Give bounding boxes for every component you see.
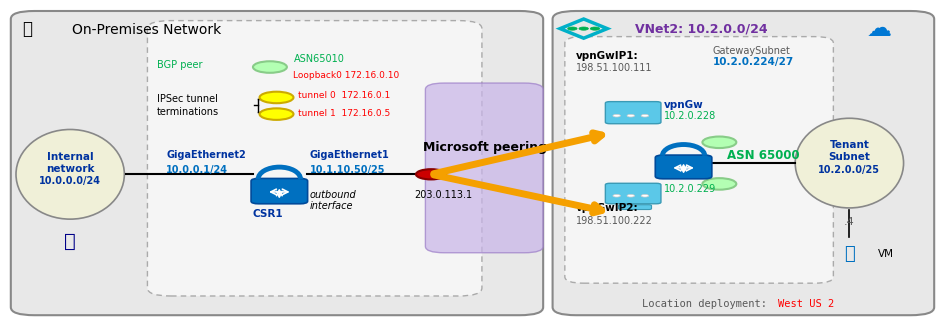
Text: Microsoft peering: Microsoft peering [422,141,547,154]
Circle shape [613,114,620,117]
Circle shape [627,194,633,197]
FancyBboxPatch shape [552,11,934,315]
Circle shape [627,114,633,117]
Circle shape [260,92,294,103]
FancyBboxPatch shape [618,205,650,210]
Text: 🏢: 🏢 [22,20,32,37]
Text: Loopback0 172.16.0.10: Loopback0 172.16.0.10 [294,70,399,79]
Text: .4: .4 [843,217,854,227]
Text: 🖥: 🖥 [64,232,76,251]
Text: tunnel 0  172.16.0.1: tunnel 0 172.16.0.1 [298,91,390,100]
Text: 10.2.0.228: 10.2.0.228 [663,111,716,121]
Text: 🖥: 🖥 [843,245,854,263]
Text: 10.2.0.224/27: 10.2.0.224/27 [712,57,793,67]
Text: 198.51.100.111: 198.51.100.111 [576,63,652,73]
Circle shape [640,194,648,197]
Text: VM: VM [877,249,893,259]
Ellipse shape [794,118,902,208]
Text: outbound: outbound [310,190,356,200]
FancyBboxPatch shape [10,11,543,315]
Text: 10.1.10.50/25: 10.1.10.50/25 [310,165,384,175]
Text: 198.51.100.222: 198.51.100.222 [576,216,652,226]
Text: 10.2.0.0/25: 10.2.0.0/25 [818,164,880,174]
Text: ASN65010: ASN65010 [294,54,344,64]
Text: ☁: ☁ [866,16,891,41]
Text: Location deployment:: Location deployment: [641,299,767,309]
Circle shape [253,61,287,73]
FancyBboxPatch shape [654,155,711,179]
FancyBboxPatch shape [425,83,543,253]
Text: On-Premises Network: On-Premises Network [72,23,221,37]
Text: vpnGwIP2:: vpnGwIP2: [576,203,638,213]
Text: GigaEthernet1: GigaEthernet1 [310,150,389,160]
Text: 10.0.0.0/24: 10.0.0.0/24 [39,176,101,186]
Circle shape [613,194,620,197]
Circle shape [701,178,735,190]
Text: 10.2.0.229: 10.2.0.229 [663,184,716,194]
FancyBboxPatch shape [251,179,308,204]
Circle shape [701,137,735,148]
Text: Subnet: Subnet [828,152,869,162]
Text: tunnel 1  172.16.0.5: tunnel 1 172.16.0.5 [298,109,390,118]
Text: 10.0.0.1/24: 10.0.0.1/24 [166,165,228,175]
FancyBboxPatch shape [605,102,660,124]
Circle shape [640,114,648,117]
Text: vpnGwIP1:: vpnGwIP1: [576,51,638,61]
Text: interface: interface [310,201,353,211]
Circle shape [260,108,294,120]
Text: terminations: terminations [157,107,219,117]
Text: Internal: Internal [47,152,93,162]
Text: IPSec tunnel: IPSec tunnel [157,94,217,104]
Text: West US 2: West US 2 [777,299,834,309]
FancyBboxPatch shape [605,183,660,204]
Ellipse shape [16,130,125,219]
Text: 203.0.113.1: 203.0.113.1 [413,190,472,200]
Circle shape [590,27,599,30]
Text: Tenant: Tenant [829,141,868,151]
FancyBboxPatch shape [565,36,833,283]
FancyBboxPatch shape [147,21,481,296]
Text: ASN 65000: ASN 65000 [726,149,799,162]
Text: GigaEthernet2: GigaEthernet2 [166,150,245,160]
Text: BGP peer: BGP peer [157,60,202,70]
Circle shape [579,27,588,30]
Text: CSR1: CSR1 [253,209,283,219]
Circle shape [415,169,446,180]
Text: VNet2: 10.2.0.0/24: VNet2: 10.2.0.0/24 [633,22,767,35]
Text: GatewaySubnet: GatewaySubnet [712,46,790,56]
Text: vpnGw: vpnGw [663,99,702,109]
Text: network: network [46,163,94,173]
Circle shape [567,27,577,30]
